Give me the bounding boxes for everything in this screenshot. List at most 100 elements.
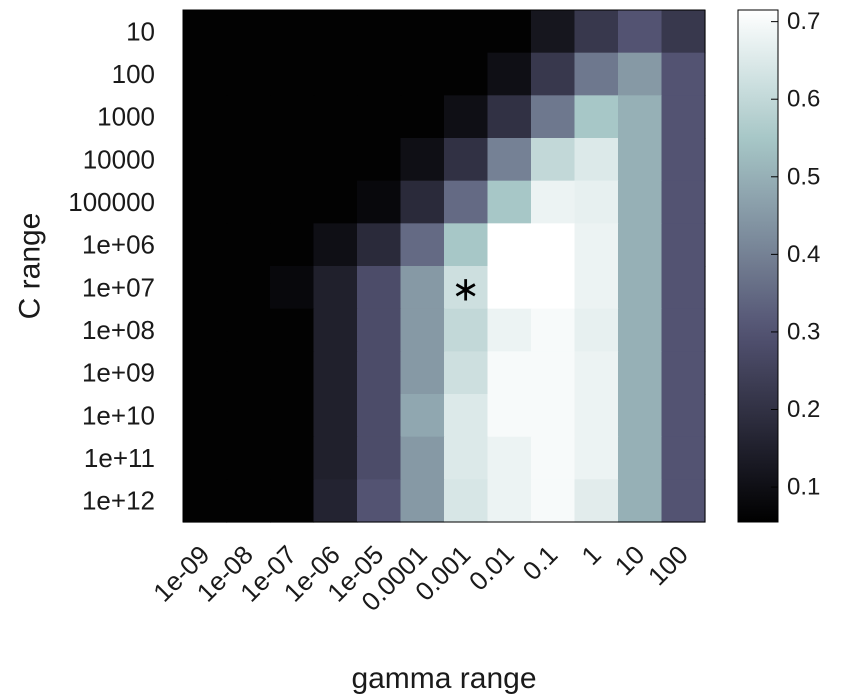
heatmap-cell bbox=[226, 394, 271, 438]
heatmap-cell bbox=[357, 10, 402, 54]
heatmap-cell bbox=[661, 223, 706, 267]
heatmap-cell bbox=[183, 180, 228, 224]
colorbar-tick-label: 0.7 bbox=[787, 8, 820, 35]
heatmap-cell bbox=[618, 436, 663, 480]
heatmap-cell bbox=[618, 138, 663, 182]
y-tick-labels: 10 100 1000 10000 100000 1e+06 1e+07 1e+08 1e+09… bbox=[68, 16, 155, 515]
heatmap-cell bbox=[487, 394, 532, 438]
heatmap-cell bbox=[357, 436, 402, 480]
heatmap-cell bbox=[357, 95, 402, 139]
heatmap-cell bbox=[487, 479, 532, 523]
x-tick-label: 10 bbox=[609, 539, 651, 581]
colorbar-ticks: 0.1 0.2 0.3 0.4 0.5 0.6 0.7 bbox=[771, 8, 820, 501]
heatmap-cell bbox=[618, 10, 663, 54]
heatmap-cell bbox=[357, 266, 402, 310]
heatmap-cells bbox=[183, 10, 706, 523]
heatmap-cell bbox=[531, 351, 576, 395]
heatmap-cell bbox=[183, 308, 228, 352]
y-tick-label: 1e+10 bbox=[82, 400, 155, 430]
heatmap-cell bbox=[357, 394, 402, 438]
heatmap-cell bbox=[400, 223, 445, 267]
heatmap-cell bbox=[531, 10, 576, 54]
heatmap-cell bbox=[531, 138, 576, 182]
heatmap-cell bbox=[661, 10, 706, 54]
heatmap-cell bbox=[226, 138, 271, 182]
heatmap-cell bbox=[270, 95, 315, 139]
heatmap-cell bbox=[444, 138, 489, 182]
heatmap-cell bbox=[487, 436, 532, 480]
heatmap-cell bbox=[400, 266, 445, 310]
heatmap-cell bbox=[357, 308, 402, 352]
heatmap-cell bbox=[270, 436, 315, 480]
heatmap-cell bbox=[574, 138, 619, 182]
heatmap-cell bbox=[183, 479, 228, 523]
heatmap-cell bbox=[661, 479, 706, 523]
heatmap-cell bbox=[487, 180, 532, 224]
heatmap-cell bbox=[270, 266, 315, 310]
heatmap-cell bbox=[487, 138, 532, 182]
heatmap-cell bbox=[226, 95, 271, 139]
heatmap-cell bbox=[531, 308, 576, 352]
heatmap-cell bbox=[270, 394, 315, 438]
heatmap-cell bbox=[226, 308, 271, 352]
heatmap-cell bbox=[487, 95, 532, 139]
heatmap-cell bbox=[444, 180, 489, 224]
heatmap-cell bbox=[661, 95, 706, 139]
heatmap-cell bbox=[270, 223, 315, 267]
y-tick-label: 1000 bbox=[97, 102, 155, 132]
heatmap-cell bbox=[183, 138, 228, 182]
heatmap-cell bbox=[313, 95, 358, 139]
x-tick-label: 0.01 bbox=[463, 539, 520, 596]
heatmap-cell bbox=[226, 10, 271, 54]
heatmap-cell bbox=[444, 10, 489, 54]
heatmap-cell bbox=[183, 52, 228, 96]
heatmap-cell bbox=[661, 138, 706, 182]
heatmap-cell bbox=[270, 180, 315, 224]
y-tick-label: 1e+12 bbox=[82, 486, 155, 516]
heatmap-cell bbox=[357, 52, 402, 96]
heatmap-cell bbox=[574, 266, 619, 310]
heatmap-cell bbox=[444, 436, 489, 480]
heatmap-cell bbox=[226, 180, 271, 224]
heatmap-cell bbox=[183, 266, 228, 310]
heatmap-cell bbox=[444, 479, 489, 523]
y-tick-label: 100 bbox=[112, 59, 155, 89]
heatmap-cell bbox=[574, 52, 619, 96]
heatmap-cell bbox=[183, 351, 228, 395]
heatmap-cell bbox=[531, 394, 576, 438]
heatmap-cell bbox=[357, 138, 402, 182]
heatmap-cell bbox=[270, 138, 315, 182]
x-tick-label: 100 bbox=[642, 539, 694, 591]
heatmap-cell bbox=[313, 10, 358, 54]
heatmap-cell bbox=[531, 95, 576, 139]
heatmap-cell bbox=[574, 95, 619, 139]
heatmap-cell bbox=[183, 95, 228, 139]
x-axis-title: gamma range bbox=[351, 662, 536, 695]
colorbar-tick-label: 0.3 bbox=[787, 318, 820, 345]
colorbar-tick-label: 0.1 bbox=[787, 474, 820, 501]
heatmap-cell bbox=[531, 479, 576, 523]
heatmap-cell bbox=[313, 138, 358, 182]
y-tick-label: 10000 bbox=[83, 144, 155, 174]
heatmap-cell bbox=[357, 180, 402, 224]
heatmap-cell bbox=[661, 180, 706, 224]
x-tick-labels: 1e-091e-081e-071e-061e-050.00010.0010.01… bbox=[147, 539, 694, 616]
heatmap-cell bbox=[313, 180, 358, 224]
heatmap-cell bbox=[313, 351, 358, 395]
heatmap-cell bbox=[444, 95, 489, 139]
heatmap-cell bbox=[487, 10, 532, 54]
y-tick-label: 1e+09 bbox=[82, 358, 155, 388]
heatmap-cell bbox=[400, 479, 445, 523]
heatmap-cell bbox=[400, 10, 445, 54]
heatmap-cell bbox=[661, 52, 706, 96]
heatmap-cell bbox=[531, 180, 576, 224]
heatmap-cell bbox=[618, 52, 663, 96]
heatmap-cell bbox=[444, 394, 489, 438]
colorbar bbox=[737, 9, 779, 523]
heatmap-cell bbox=[226, 223, 271, 267]
heatmap-cell bbox=[357, 223, 402, 267]
heatmap-cell bbox=[661, 351, 706, 395]
heatmap-cell bbox=[618, 223, 663, 267]
heatmap-cell bbox=[226, 479, 271, 523]
